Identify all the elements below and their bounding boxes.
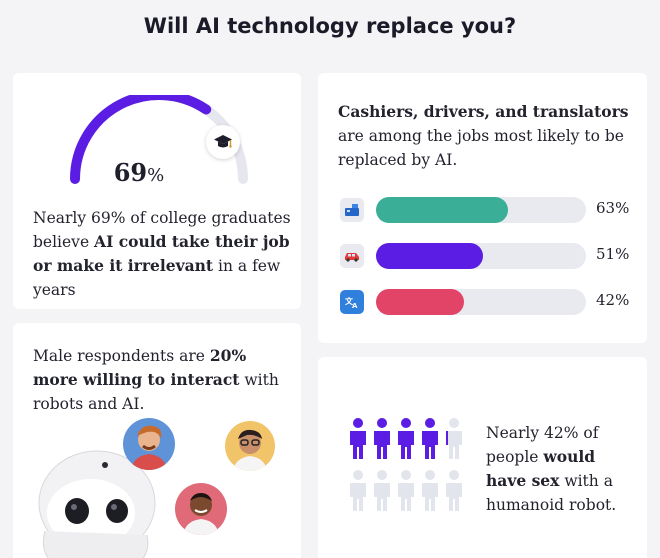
male-text-bold: 20% more willing to interact xyxy=(33,346,247,389)
cash-register-icon xyxy=(340,198,364,222)
avatar-man-1 xyxy=(123,418,175,470)
male-text-part2: with robots and AI. xyxy=(33,371,279,413)
male-respondents-card: Male respondents are 20% more willing to… xyxy=(13,323,301,558)
robot-sex-text-part1: Nearly 42% of people xyxy=(486,424,599,466)
robot-sex-text-part2: with a humanoid robot. xyxy=(486,472,617,514)
bar-row-translators: 文 A 42% xyxy=(340,288,640,316)
bar-row-cashiers: 63% xyxy=(340,196,640,224)
bar-track xyxy=(376,289,586,315)
person-icon xyxy=(398,418,414,459)
person-icon xyxy=(374,470,390,511)
bar-fill-drivers xyxy=(376,243,484,269)
person-icon xyxy=(422,418,438,459)
person-icon xyxy=(446,418,462,459)
male-text: Male respondents are 20% more willing to… xyxy=(33,344,295,416)
page-title: Will AI technology replace you? xyxy=(143,14,517,38)
svg-text:A: A xyxy=(352,302,358,309)
translate-icon: 文 A xyxy=(340,290,364,314)
people-pictogram xyxy=(346,417,466,517)
gauge-fill xyxy=(70,90,212,184)
person-icon xyxy=(398,470,414,511)
graduation-cap-icon xyxy=(206,125,240,159)
bar-fill-translators xyxy=(376,289,465,315)
bar-track xyxy=(376,243,586,269)
graduates-text: Nearly 69% of college graduates believe … xyxy=(33,206,293,302)
male-text-part1: Male respondents are xyxy=(33,347,210,365)
person-icon xyxy=(350,470,366,511)
bar-track xyxy=(376,197,586,223)
bar-row-drivers: 51% xyxy=(340,242,640,270)
graduates-card: 69% Nearly 69% of college graduates beli… xyxy=(13,73,301,309)
person-icon xyxy=(422,470,438,511)
robot-sex-text-bold: would have sex xyxy=(486,447,596,490)
jobs-text-rest: are among the jobs most likely to be rep… xyxy=(338,127,624,169)
gauge-unit: % xyxy=(147,165,165,186)
person-icon xyxy=(446,470,462,511)
graduates-text-bold: AI could take their job or make it irrel… xyxy=(33,232,290,275)
person-icon xyxy=(374,418,390,459)
gauge-number: 69 xyxy=(113,158,148,187)
jobs-card: Cashiers, drivers, and translators are a… xyxy=(318,73,647,343)
bar-label-drivers: 51% xyxy=(596,245,630,263)
car-icon xyxy=(340,244,364,268)
bar-label-cashiers: 63% xyxy=(596,199,630,217)
svg-text:文: 文 xyxy=(345,296,354,306)
bar-fill-cashiers xyxy=(376,197,509,223)
avatar-man-2 xyxy=(225,421,275,471)
gauge-value: 69% xyxy=(59,158,219,187)
robot-sex-text: Nearly 42% of people would have sex with… xyxy=(486,421,636,517)
avatar-man-3 xyxy=(175,483,227,535)
humanoid-robot-card: Nearly 42% of people would have sex with… xyxy=(318,357,647,558)
jobs-text: Cashiers, drivers, and translators are a… xyxy=(338,100,638,172)
graduates-text-part2: in a few years xyxy=(33,257,281,299)
graduates-text-part1: Nearly 69% of college graduates believe xyxy=(33,209,291,251)
bar-label-translators: 42% xyxy=(596,291,630,309)
jobs-text-bold: Cashiers, drivers, and translators xyxy=(338,102,629,121)
person-icon xyxy=(350,418,366,459)
robot-illustration xyxy=(19,435,169,558)
